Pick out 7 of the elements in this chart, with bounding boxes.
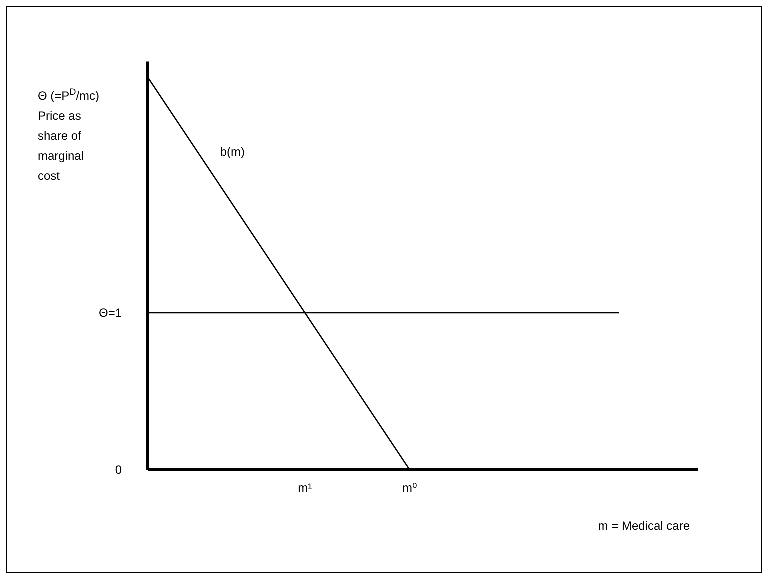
y-tick-label: 0 — [115, 463, 122, 478]
series-label: b(m) — [220, 145, 246, 159]
x-tick-label: m⁰ — [402, 481, 418, 495]
y-tick-label: Θ=1 — [98, 306, 122, 320]
x-axis-title: m = Medical care — [598, 519, 690, 533]
y-axis-title: Θ (=P$^{D}$/mc) Price as share of marginal cost — [38, 87, 100, 183]
x-tick-label: m¹ — [298, 481, 312, 495]
